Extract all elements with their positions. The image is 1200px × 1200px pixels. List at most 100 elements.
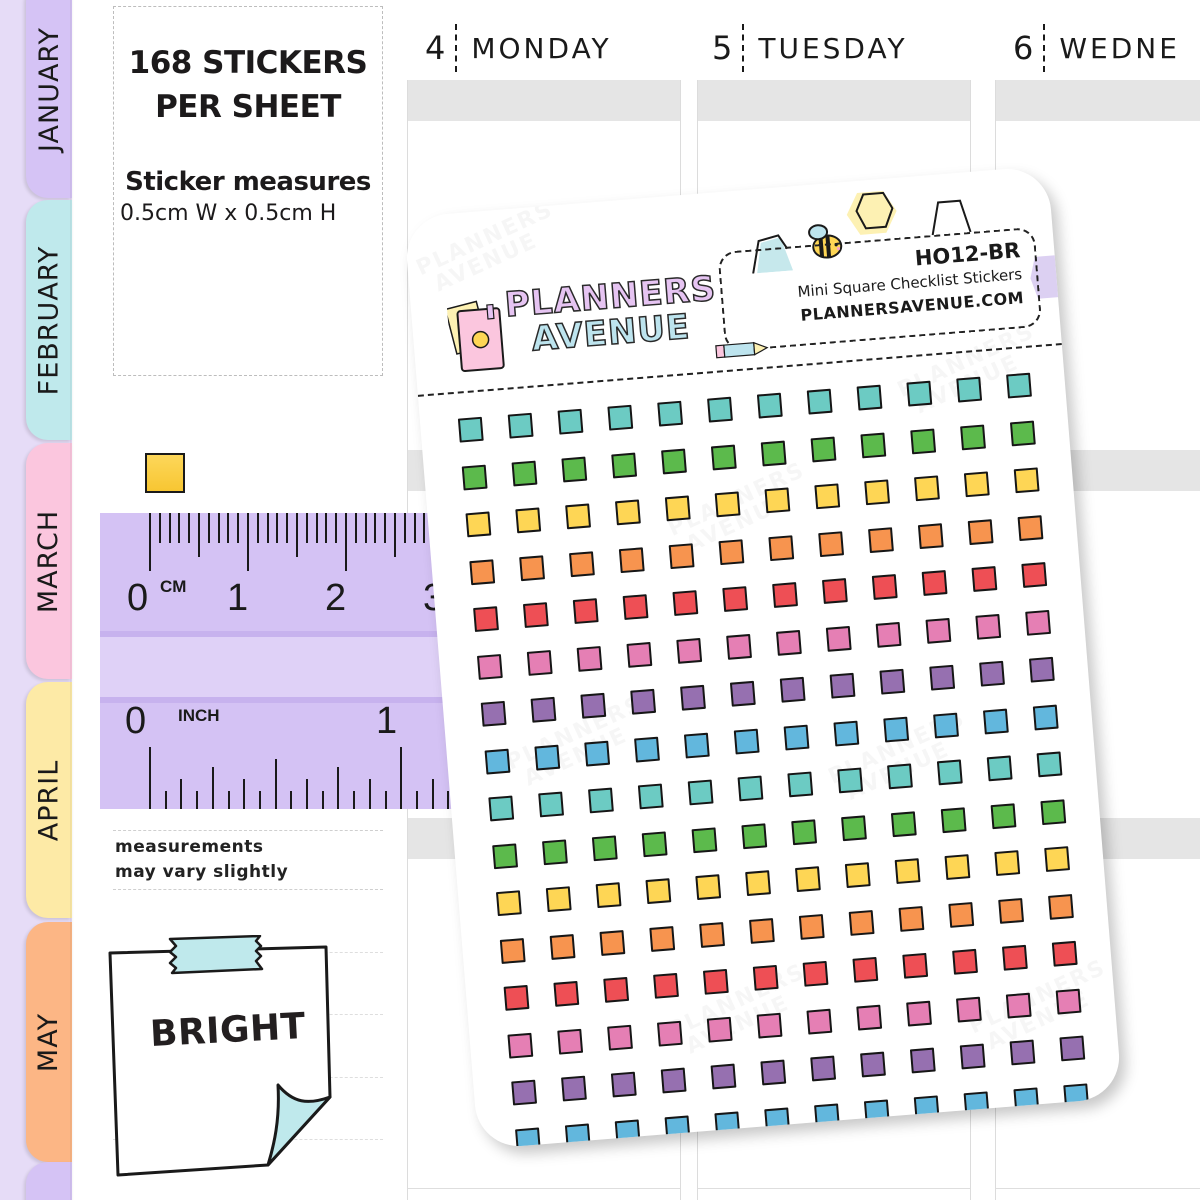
checklist-sticker <box>856 1004 883 1031</box>
checklist-sticker <box>702 968 729 995</box>
day-header-monday: 4 MONDAY <box>425 24 612 72</box>
checklist-sticker <box>465 511 492 538</box>
checklist-sticker <box>940 806 967 833</box>
checklist-sticker <box>745 870 772 897</box>
ruler-inch-tick <box>306 779 308 809</box>
checklist-sticker <box>890 810 917 837</box>
checklist-sticker <box>691 826 718 853</box>
checklist-sticker <box>722 586 749 612</box>
ruler-inch-tick <box>290 791 293 809</box>
checklist-sticker <box>706 1016 733 1043</box>
checklist-sticker <box>868 526 894 553</box>
checklist-sticker <box>768 534 795 561</box>
pencil-icon <box>715 341 769 359</box>
ruler-inch-tick <box>368 779 371 809</box>
checklist-sticker <box>656 1020 683 1047</box>
checklist-sticker <box>975 613 1002 640</box>
bee-icon <box>808 224 843 259</box>
checklist-sticker <box>906 380 933 407</box>
checklist-sticker <box>848 909 875 936</box>
checklist-sticker <box>492 842 518 869</box>
checklist-sticker <box>553 980 580 1007</box>
ruler-inch-tick <box>196 791 199 809</box>
planner-band <box>698 80 970 121</box>
checklist-sticker <box>726 633 752 660</box>
checklist-sticker <box>495 890 522 917</box>
day-name: TUESDAY <box>758 31 908 65</box>
checklist-sticker <box>603 976 630 1003</box>
checklist-sticker <box>779 676 806 703</box>
checklist-sticker <box>1013 467 1040 494</box>
checklist-sticker <box>756 1012 783 1039</box>
checklist-sticker <box>967 518 994 545</box>
checklist-sticker <box>718 538 745 565</box>
checklist-sticker <box>661 448 687 474</box>
checklist-sticker <box>955 996 982 1023</box>
hexagon-decoration-icon <box>752 234 794 274</box>
note-line-2: may vary slightly <box>115 862 289 882</box>
checklist-sticker <box>695 874 722 901</box>
checklist-sticker <box>599 929 626 956</box>
checklist-sticker <box>963 471 990 498</box>
tab-may[interactable]: MAY <box>26 922 72 1162</box>
checklist-sticker <box>610 1071 637 1098</box>
ruler-inch-tick <box>243 779 246 809</box>
day-separator <box>455 24 458 72</box>
ruler-inch-tick <box>447 791 450 809</box>
checklist-sticker <box>944 854 971 881</box>
tab-february[interactable]: FEBRUARY <box>26 200 72 440</box>
checklist-sticker <box>622 594 649 620</box>
checklist-sticker <box>756 392 783 419</box>
ruler-inch-tick <box>337 767 340 809</box>
checklist-sticker <box>699 921 725 948</box>
checklist-sticker <box>480 700 507 727</box>
checklist-sticker <box>541 838 568 865</box>
actual-size-sample-sticker <box>145 453 185 493</box>
checklist-sticker <box>1036 751 1063 778</box>
ruler-cm-tick <box>217 513 220 543</box>
checklist-sticker <box>534 744 561 771</box>
checklist-sticker <box>680 684 706 711</box>
checklist-sticker <box>760 440 787 466</box>
note-line-1: measurements <box>115 837 264 857</box>
checklist-sticker <box>1009 420 1036 446</box>
checklist-sticker <box>522 602 549 629</box>
checklist-sticker <box>806 388 833 415</box>
ruler-cm-tick <box>305 513 308 543</box>
checklist-sticker <box>584 740 611 767</box>
ruler-cm-tick <box>335 513 338 543</box>
ruler-cm-tick <box>394 513 396 557</box>
ruler-inch-tick <box>400 747 403 809</box>
checklist-sticker <box>557 1028 584 1055</box>
checklist-sticker <box>1028 656 1055 683</box>
checklist-sticker <box>960 424 986 450</box>
checklist-sticker <box>653 972 679 999</box>
note-divider <box>113 889 383 890</box>
tab-next-month[interactable] <box>26 1162 72 1200</box>
checklist-sticker <box>499 937 526 964</box>
ruler-inch-tick <box>211 767 214 809</box>
tab-january[interactable]: JANUARY <box>26 0 72 198</box>
ruler-cm-tick <box>364 513 367 543</box>
ruler-cm-tick <box>227 513 230 543</box>
checklist-sticker <box>1032 704 1059 730</box>
checklist-sticker <box>856 384 883 411</box>
checklist-sticker <box>829 672 856 699</box>
checklist-sticker <box>626 641 653 668</box>
tab-strip-shadow <box>70 0 74 1200</box>
checklist-sticker <box>519 554 545 581</box>
checklist-sticker <box>1047 893 1074 920</box>
checklist-sticker <box>959 1043 986 1070</box>
checklist-sticker <box>925 617 952 644</box>
checklist-sticker <box>833 720 860 746</box>
headline-line-1: 168 STICKERS <box>128 45 368 81</box>
ruler-inch-zero: 0 <box>125 700 147 742</box>
checklist-sticker <box>994 850 1021 876</box>
checklist-sticker <box>921 570 948 596</box>
tab-april[interactable]: APRIL <box>26 682 72 918</box>
tab-march[interactable]: MARCH <box>26 443 72 679</box>
planner-band <box>408 80 680 121</box>
checklist-sticker <box>982 708 1009 734</box>
ruler-cm-tick <box>266 513 269 543</box>
checklist-sticker <box>998 897 1025 924</box>
